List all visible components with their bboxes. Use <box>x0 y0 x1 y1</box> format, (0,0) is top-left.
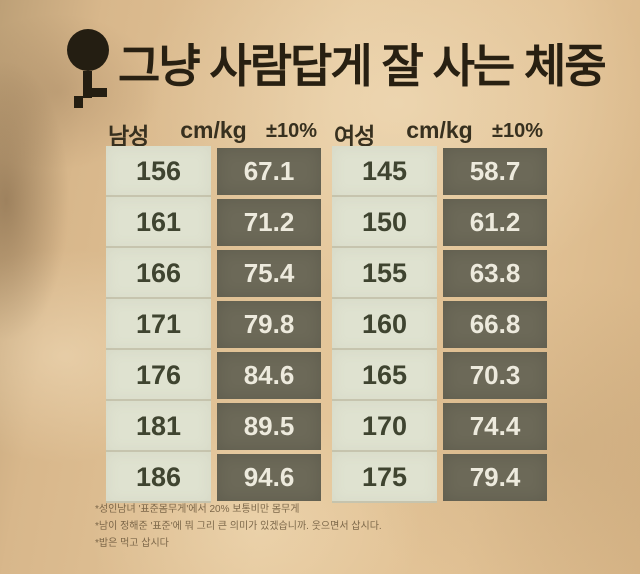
weight-cell: 61.2 <box>443 199 547 246</box>
female-tolerance-header: ±10% <box>491 120 543 142</box>
table-row: 161 71.2 <box>106 197 321 248</box>
table-row: 166 75.4 <box>106 248 321 299</box>
table-row: 150 61.2 <box>332 197 547 248</box>
female-table-rows: 145 58.7 150 61.2 155 63.8 160 66.8 165 70.3 170 74… <box>332 146 547 503</box>
weight-cell: 70.3 <box>443 352 547 399</box>
title-bar: 그냥 사람답게 잘 사는 체중 <box>0 0 640 112</box>
height-cell: 181 <box>106 401 211 452</box>
weight-cell: 67.1 <box>217 148 321 195</box>
weight-cell: 89.5 <box>217 403 321 450</box>
table-row: 175 79.4 <box>332 452 547 503</box>
weight-cell: 74.4 <box>443 403 547 450</box>
weight-cell: 94.6 <box>217 454 321 501</box>
table-row: 176 84.6 <box>106 350 321 401</box>
footnotes: *성인남녀 '표준몸무게'에서 20% 보통비만 몸무게 *남이 정해준 '표준… <box>95 501 475 552</box>
male-gender-label: 남성 <box>108 123 149 149</box>
table-row: 156 67.1 <box>106 146 321 197</box>
table-row: 145 58.7 <box>332 146 547 197</box>
male-table-rows: 156 67.1 161 71.2 166 75.4 171 79.8 176 84.6 181 89… <box>106 146 321 503</box>
table-row: 160 66.8 <box>332 299 547 350</box>
page-title: 그냥 사람답게 잘 사는 체중 <box>118 40 607 92</box>
height-cell: 161 <box>106 197 211 248</box>
footnote-line: *성인남녀 '표준몸무게'에서 20% 보통비만 몸무게 <box>95 504 300 515</box>
table-row: 171 79.8 <box>106 299 321 350</box>
person-pictogram-icon <box>67 29 109 108</box>
height-cell: 176 <box>106 350 211 401</box>
height-cell: 155 <box>332 248 437 299</box>
height-cell: 170 <box>332 401 437 452</box>
weight-cell: 58.7 <box>443 148 547 195</box>
male-tolerance-header: ±10% <box>265 120 317 142</box>
footnote-line: *밥은 먹고 삽시다 <box>95 538 169 549</box>
height-cell: 171 <box>106 299 211 350</box>
height-cell: 156 <box>106 146 211 197</box>
weight-cell: 84.6 <box>217 352 321 399</box>
height-cell: 160 <box>332 299 437 350</box>
male-table-header: 남성 cm/kg ±10% <box>106 115 321 149</box>
table-row: 170 74.4 <box>332 401 547 452</box>
table-row: 165 70.3 <box>332 350 547 401</box>
footnote-line: *남이 정해준 '표준'에 뭐 그리 큰 의미가 있겠습니까. 웃으면서 삽시다… <box>95 521 382 532</box>
height-cell: 150 <box>332 197 437 248</box>
weight-cell: 63.8 <box>443 250 547 297</box>
weight-cell: 71.2 <box>217 199 321 246</box>
female-gender-label: 여성 <box>334 123 375 149</box>
height-cell: 145 <box>332 146 437 197</box>
table-row: 155 63.8 <box>332 248 547 299</box>
table-row: 186 94.6 <box>106 452 321 503</box>
weight-cell: 66.8 <box>443 301 547 348</box>
female-table-header: 여성 cm/kg ±10% <box>332 115 547 149</box>
height-cell: 165 <box>332 350 437 401</box>
female-unit-header: cm/kg <box>406 117 473 143</box>
weight-cell: 79.4 <box>443 454 547 501</box>
weight-cell: 79.8 <box>217 301 321 348</box>
male-unit-header: cm/kg <box>180 117 247 143</box>
height-cell: 186 <box>106 452 211 503</box>
table-row: 181 89.5 <box>106 401 321 452</box>
height-cell: 166 <box>106 248 211 299</box>
height-cell: 175 <box>332 452 437 503</box>
weight-cell: 75.4 <box>217 250 321 297</box>
